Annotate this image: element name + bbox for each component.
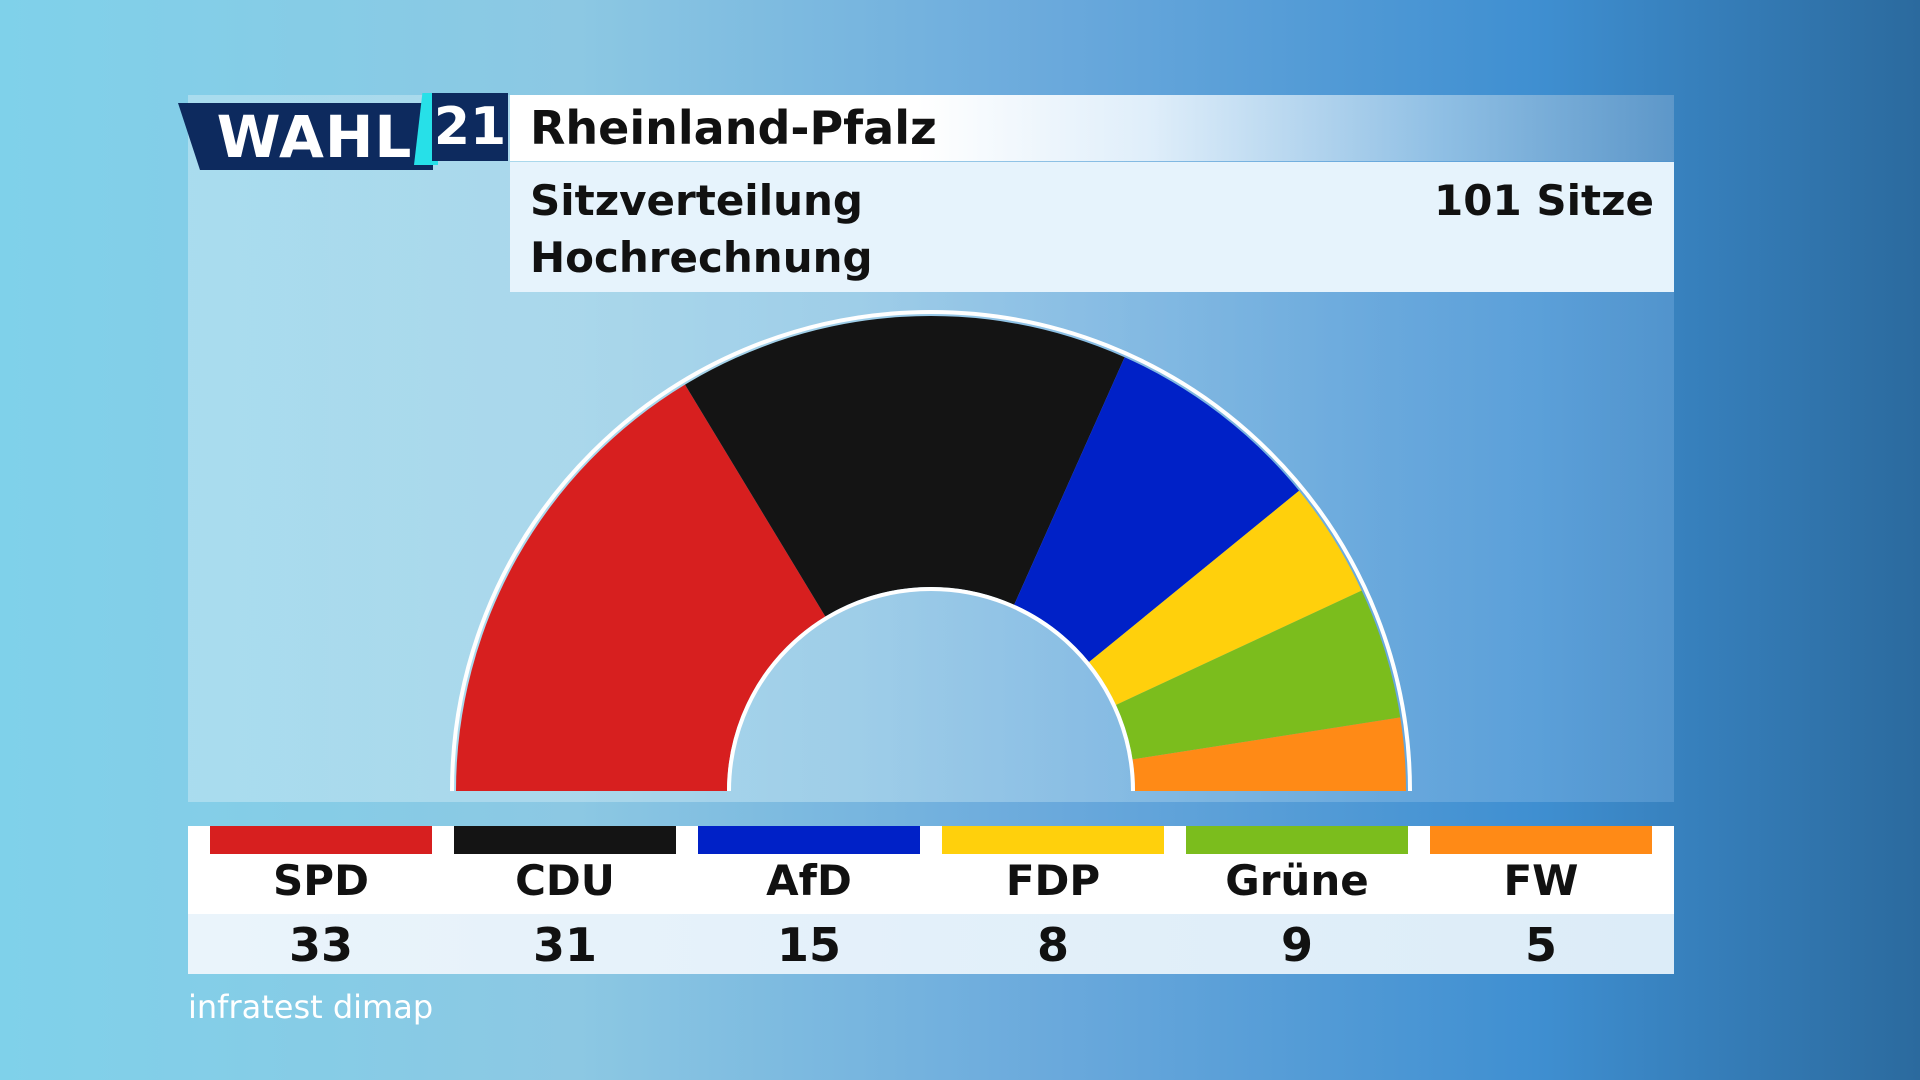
seat-segment-fw [1132,717,1406,791]
legend-party-name: CDU [515,856,615,905]
wahl-logo-number: 21 [432,93,508,161]
legend-party-name: FW [1503,856,1579,905]
legend-item-fw: FW 5 [1430,826,1652,974]
seat-segment-cdu [685,316,1125,617]
legend-seat-count: 33 [288,918,353,972]
seat-segment-afd [1014,357,1300,663]
legend-party-name: Grüne [1225,856,1369,905]
legend-value-row [188,914,1674,974]
legend-party-name: SPD [273,856,369,905]
legend-swatch [210,826,432,854]
legend-item-spd: SPD 33 [210,826,432,974]
legend-party-name: AfD [766,856,852,905]
wahl-logo-text: WAHL [216,102,413,171]
legend-swatch [454,826,676,854]
chart-outline [450,310,1412,792]
legend-swatch [1430,826,1652,854]
legend-seat-count: 31 [532,918,597,972]
legend-swatch [942,826,1164,854]
subtitle-box: Sitzverteilung Hochrechnung 101 Sitze [510,162,1674,292]
legend-item-afd: AfD 15 [698,826,920,974]
legend-swatch [698,826,920,854]
page-title: Rheinland-Pfalz [510,95,1674,161]
legend-swatch [1186,826,1408,854]
legend-seat-count: 8 [1036,918,1069,972]
legend-seat-count: 5 [1524,918,1557,972]
subtitle-line-1: Sitzverteilung [530,176,863,225]
seat-segment-gruene [1115,590,1401,760]
legend-party-name: FDP [1005,856,1101,905]
source-credit: infratest dimap [188,988,434,1026]
legend-name-row [188,826,1674,914]
total-seats: 101 Sitze [1434,176,1654,225]
seat-segment-spd [456,384,826,791]
legend-seat-count: 9 [1280,918,1313,972]
chart-inner-outline [727,587,1135,792]
subtitle-line-2: Hochrechnung [530,233,873,282]
wahl-logo: WAHL [178,103,433,170]
title-text: Rheinland-Pfalz [530,101,937,155]
legend-item-cdu: CDU 31 [454,826,676,974]
legend-item-fdp: FDP 8 [942,826,1164,974]
seat-segment-fdp [1089,490,1362,705]
legend-seat-count: 15 [776,918,841,972]
legend: SPD 33 CDU 31 AfD 15 FDP 8 Grüne 9 FW 5 [188,826,1674,974]
legend-item-gruene: Grüne 9 [1186,826,1408,974]
